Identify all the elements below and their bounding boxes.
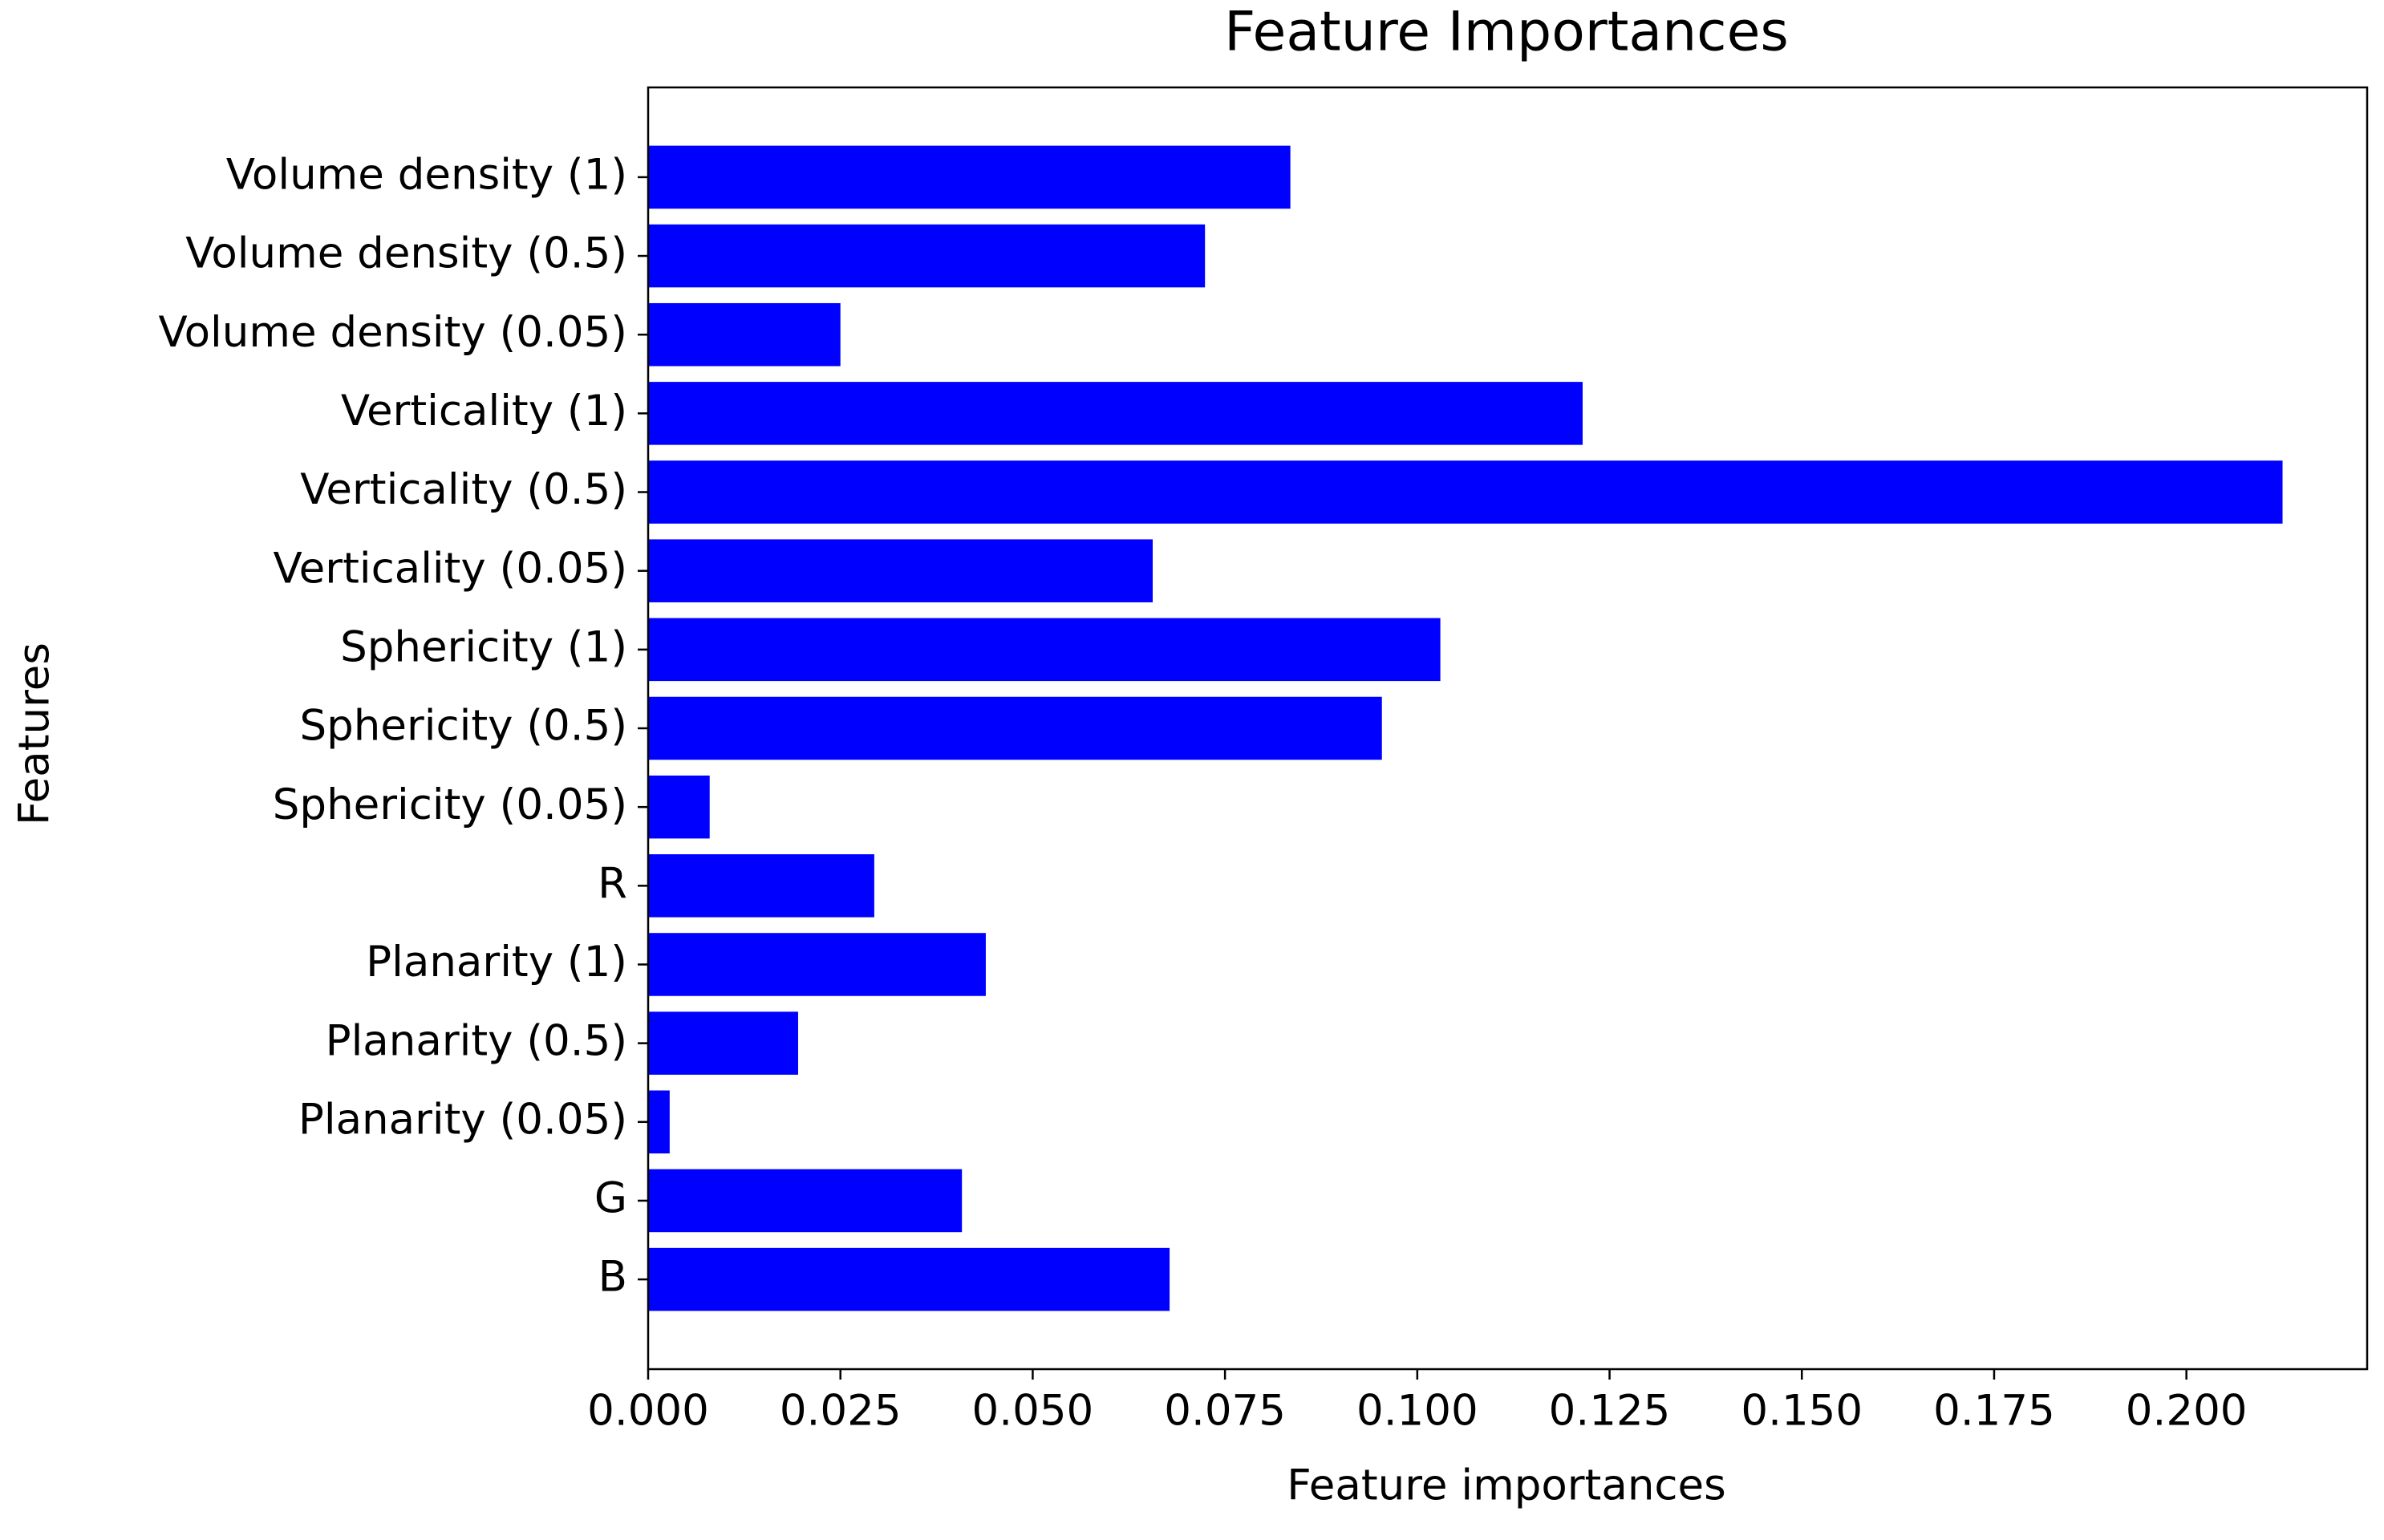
x-tick-label: 0.075 [1164, 1387, 1286, 1436]
y-tick-label: Volume density (0.5) [185, 229, 627, 278]
x-tick-label: 0.025 [780, 1387, 902, 1436]
y-tick-label: Verticality (0.5) [300, 465, 627, 514]
y-tick-label: Sphericity (1) [340, 622, 627, 671]
x-tick-label: 0.150 [1741, 1387, 1863, 1436]
y-tick-label: Planarity (0.05) [298, 1095, 627, 1144]
y-tick-label: Sphericity (0.5) [300, 702, 628, 751]
y-tick-label: Volume density (1) [226, 151, 627, 200]
x-tick-label: 0.000 [587, 1387, 709, 1436]
y-tick-label: B [598, 1253, 627, 1302]
y-axis-label: Features [10, 642, 59, 825]
y-tick-label: Volume density (0.05) [158, 308, 627, 357]
bar [648, 933, 986, 996]
bar [648, 145, 1291, 209]
y-tick-label: G [594, 1174, 627, 1223]
bar [648, 1090, 670, 1154]
y-tick-label: Verticality (1) [341, 387, 627, 436]
y-tick-label: R [598, 859, 627, 908]
bar [648, 539, 1153, 602]
y-tick-label: Planarity (1) [366, 938, 627, 987]
y-tick-label: Verticality (0.05) [274, 544, 627, 593]
y-tick-label: Planarity (0.5) [326, 1016, 627, 1065]
bar [648, 1169, 963, 1233]
x-tick-label: 0.050 [972, 1387, 1094, 1436]
x-tick-label: 0.100 [1356, 1387, 1478, 1436]
bar [648, 618, 1441, 682]
x-tick-label: 0.200 [2126, 1387, 2248, 1436]
bar [648, 460, 2283, 524]
bar [648, 1247, 1170, 1311]
x-tick-label: 0.175 [1933, 1387, 2055, 1436]
bar [648, 1011, 798, 1075]
plot-frame [647, 86, 2369, 1371]
bar [648, 696, 1382, 760]
x-tick-label: 0.125 [1549, 1387, 1671, 1436]
bar [648, 775, 710, 839]
y-tick-label: Sphericity (0.05) [273, 780, 627, 829]
chart-title: Feature Importances [1224, 1, 1789, 64]
bar [648, 302, 841, 367]
bar [648, 224, 1206, 288]
x-axis-label: Feature importances [1287, 1461, 1726, 1510]
bar [648, 854, 874, 918]
bar [648, 382, 1583, 445]
